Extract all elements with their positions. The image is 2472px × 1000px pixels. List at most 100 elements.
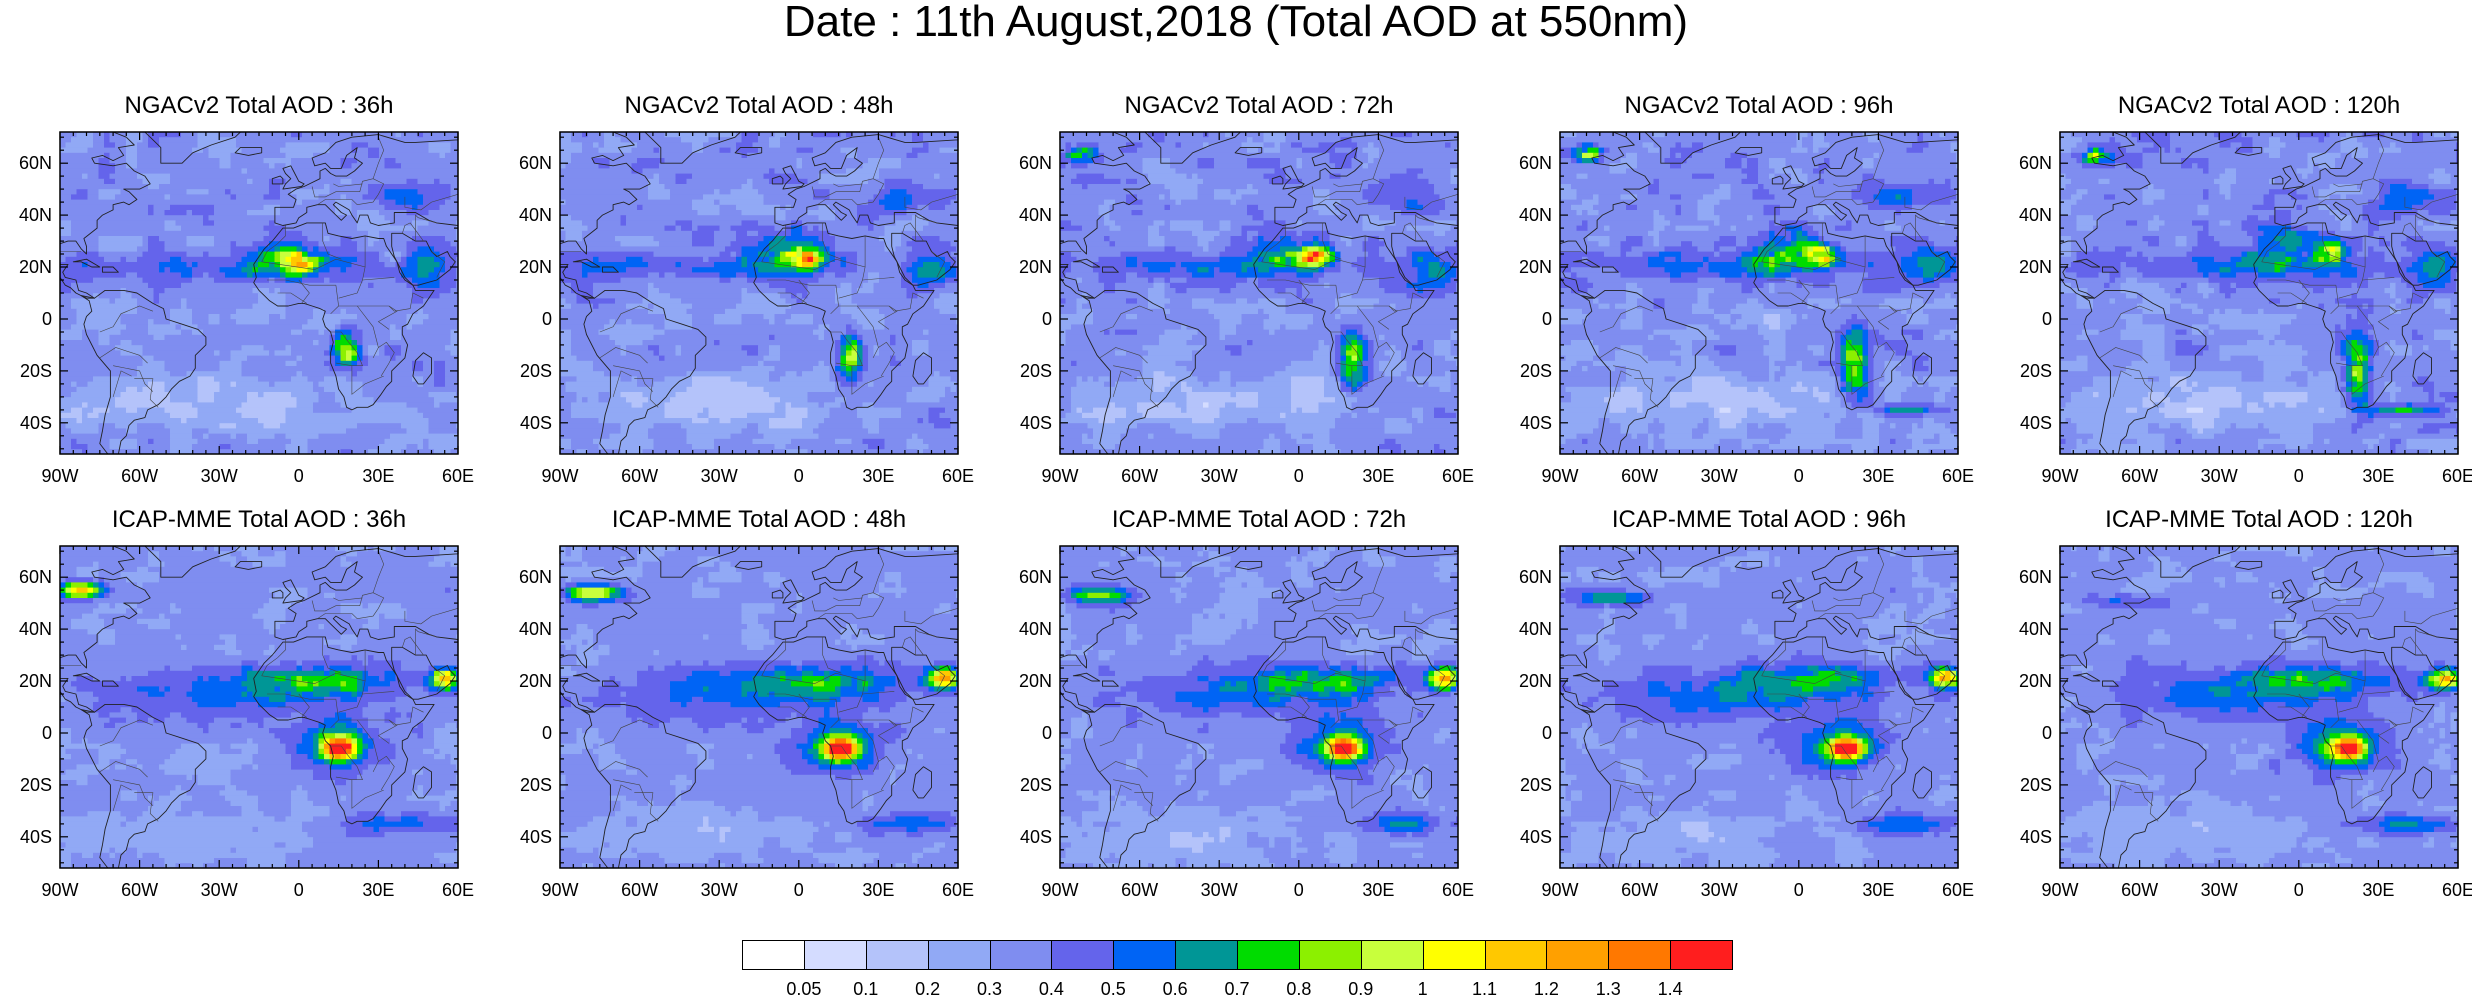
colorbar-label: 0.3 [960, 978, 1020, 1000]
aod-field [1560, 546, 1962, 869]
lon-tick-label: 30E [348, 466, 408, 486]
lon-tick-label: 90W [1530, 880, 1590, 900]
aod-map [60, 546, 458, 868]
aod-field [1060, 132, 1462, 455]
lat-tick-label: 40N [998, 619, 1052, 639]
lat-tick-label: 40N [498, 205, 552, 225]
lon-tick-label: 60E [928, 880, 988, 900]
colorbar-label: 0.9 [1331, 978, 1391, 1000]
lon-tick-label: 30E [1348, 466, 1408, 486]
lat-tick-label: 20S [1998, 361, 2052, 381]
lat-tick-label: 20N [0, 257, 52, 277]
colorbar-label: 0.2 [898, 978, 958, 1000]
colorbar-label: 0.8 [1269, 978, 1329, 1000]
aod-field [560, 546, 962, 869]
lon-tick-label: 60W [1110, 880, 1170, 900]
aod-map [2060, 132, 2458, 454]
lat-tick-label: 0 [1498, 723, 1552, 743]
aod-field [2060, 132, 2462, 455]
lon-tick-label: 30E [1848, 466, 1908, 486]
lat-tick-label: 60N [1998, 153, 2052, 173]
lon-tick-label: 60E [428, 466, 488, 486]
lon-tick-label: 0 [269, 466, 329, 486]
panel-title: NGACv2 Total AOD : 48h [560, 92, 958, 120]
panel-title: ICAP-MME Total AOD : 48h [560, 506, 958, 534]
colorbar-swatch [1113, 940, 1176, 970]
lat-tick-label: 20S [0, 361, 52, 381]
lon-tick-label: 60E [2428, 466, 2472, 486]
lat-tick-label: 20N [1998, 257, 2052, 277]
colorbar-swatch [1361, 940, 1424, 970]
lon-tick-label: 0 [1269, 880, 1329, 900]
lat-tick-label: 0 [0, 723, 52, 743]
lat-tick-label: 60N [498, 567, 552, 587]
colorbar-label: 0.1 [836, 978, 896, 1000]
lon-tick-label: 30W [689, 466, 749, 486]
lat-tick-label: 20S [1998, 775, 2052, 795]
lat-tick-label: 40S [1998, 413, 2052, 433]
lon-tick-label: 60W [610, 880, 670, 900]
aod-field [60, 132, 462, 455]
lat-tick-label: 40N [0, 205, 52, 225]
colorbar-label: 1.3 [1578, 978, 1638, 1000]
lat-tick-label: 40N [1998, 619, 2052, 639]
lat-tick-label: 20N [998, 257, 1052, 277]
lon-tick-label: 90W [2030, 466, 2090, 486]
lat-tick-label: 20N [1498, 257, 1552, 277]
lat-tick-label: 40S [1998, 827, 2052, 847]
lon-tick-label: 60W [110, 466, 170, 486]
lon-tick-label: 90W [2030, 880, 2090, 900]
lon-tick-label: 60E [1428, 466, 1488, 486]
lon-tick-label: 60W [610, 466, 670, 486]
lon-tick-label: 30E [848, 880, 908, 900]
colorbar-swatch [1546, 940, 1609, 970]
panel-title: NGACv2 Total AOD : 120h [2060, 92, 2458, 120]
colorbar-label: 0.05 [774, 978, 834, 1000]
colorbar-label: 0.7 [1207, 978, 1267, 1000]
lon-tick-label: 0 [1769, 880, 1829, 900]
lon-tick-label: 30E [348, 880, 408, 900]
lon-tick-label: 30E [848, 466, 908, 486]
panel-title: NGACv2 Total AOD : 72h [1060, 92, 1458, 120]
lon-tick-label: 60W [2110, 466, 2170, 486]
aod-map [1560, 546, 1958, 868]
lat-tick-label: 0 [998, 723, 1052, 743]
lat-tick-label: 60N [1998, 567, 2052, 587]
lon-tick-label: 60W [1110, 466, 1170, 486]
lat-tick-label: 60N [998, 567, 1052, 587]
lat-tick-label: 40N [0, 619, 52, 639]
figure-title: Date : 11th August,2018 (Total AOD at 55… [0, 0, 2472, 48]
colorbar-swatch [1670, 940, 1733, 970]
lon-tick-label: 30W [2189, 880, 2249, 900]
lon-tick-label: 90W [530, 466, 590, 486]
lat-tick-label: 40S [1498, 827, 1552, 847]
colorbar-swatch [928, 940, 991, 970]
colorbar-swatch [742, 940, 805, 970]
aod-field [1560, 132, 1962, 455]
lon-tick-label: 0 [769, 466, 829, 486]
colorbar-label: 0.4 [1021, 978, 1081, 1000]
lat-tick-label: 20S [1498, 775, 1552, 795]
panel-title: NGACv2 Total AOD : 36h [60, 92, 458, 120]
lon-tick-label: 30W [1189, 466, 1249, 486]
colorbar-label: 1 [1393, 978, 1453, 1000]
lon-tick-label: 0 [1269, 466, 1329, 486]
lon-tick-label: 30W [189, 880, 249, 900]
aod-map [2060, 546, 2458, 868]
aod-field [1060, 546, 1462, 869]
colorbar-swatch [866, 940, 929, 970]
lon-tick-label: 0 [1769, 466, 1829, 486]
lon-tick-label: 30E [1348, 880, 1408, 900]
lat-tick-label: 20S [998, 361, 1052, 381]
lat-tick-label: 0 [498, 723, 552, 743]
lon-tick-label: 60W [1610, 466, 1670, 486]
aod-field [60, 546, 462, 869]
lat-tick-label: 40N [1498, 619, 1552, 639]
lon-tick-label: 60E [1428, 880, 1488, 900]
colorbar-swatch [1175, 940, 1238, 970]
